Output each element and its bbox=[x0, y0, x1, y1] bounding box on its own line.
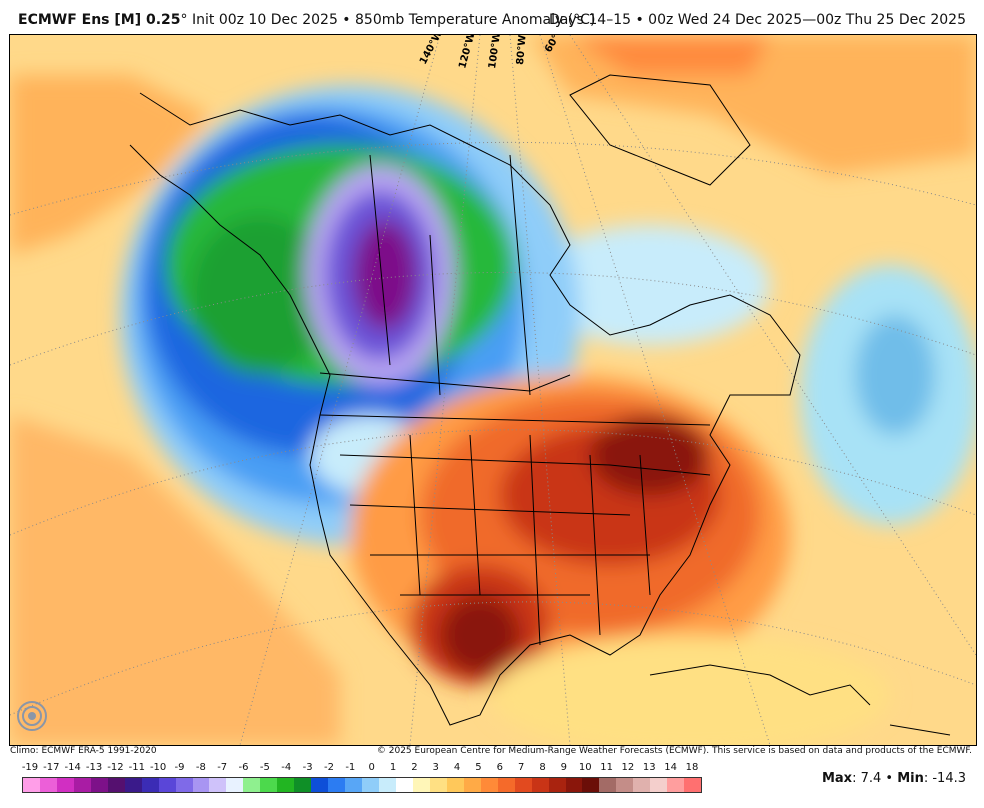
colorbar-tick-label: 11 bbox=[600, 762, 613, 773]
colorbar-swatch bbox=[480, 778, 498, 792]
colorbar-swatches bbox=[22, 777, 702, 793]
colorbar-swatch bbox=[192, 778, 210, 792]
colorbar-tick-label: -19 bbox=[21, 762, 39, 773]
colorbar-swatch bbox=[73, 778, 91, 792]
map-title: ECMWF Ens [M] 0.25° Init 00z 10 Dec 2025… bbox=[18, 12, 595, 28]
boundaries bbox=[129, 74, 951, 736]
colorbar-swatch bbox=[158, 778, 176, 792]
colorbar-swatch bbox=[650, 778, 668, 792]
colorbar-swatch bbox=[565, 778, 583, 792]
copyright-note: © 2025 European Centre for Medium-Range … bbox=[376, 746, 972, 756]
colorbar-tick-label: -17 bbox=[43, 762, 60, 773]
lon-label-80w: 80°W bbox=[515, 35, 529, 65]
model-name: ECMWF Ens [M] 0.25 bbox=[18, 12, 181, 28]
colorbar-tick-label: -11 bbox=[128, 762, 145, 773]
colorbar-swatch bbox=[362, 778, 380, 792]
colorbar-swatch bbox=[412, 778, 430, 792]
colorbar-swatch bbox=[463, 778, 481, 792]
colorbar-tick-label: -3 bbox=[302, 762, 313, 773]
colorbar-tick-label: 2 bbox=[411, 762, 418, 773]
colorbar-swatch bbox=[667, 778, 685, 792]
colorbar-tick-label: -13 bbox=[85, 762, 103, 773]
colorbar-tick-label: 9 bbox=[560, 762, 568, 773]
colorbar-swatch bbox=[124, 778, 142, 792]
climo-note: Climo: ECMWF ERA-5 1991-2020 bbox=[10, 746, 157, 756]
graticule bbox=[10, 35, 976, 745]
colorbar-tick-label: -14 bbox=[64, 762, 81, 773]
colorbar-swatch bbox=[56, 778, 74, 792]
max-label: Max bbox=[821, 771, 853, 786]
colorbar-tick-label: 18 bbox=[685, 762, 699, 773]
colorbar-swatch bbox=[226, 778, 244, 792]
anomaly-map: 140°W 120°W 100°W 80°W 60°W bbox=[9, 34, 977, 746]
colorbar-swatch bbox=[514, 778, 532, 792]
colorbar-tick-label: 12 bbox=[621, 762, 635, 773]
valid-period: Days 14–15 • 00z Wed 24 Dec 2025—00z Thu… bbox=[549, 12, 966, 28]
colorbar-tick-label: -12 bbox=[107, 762, 124, 773]
colorbar-swatch bbox=[90, 778, 108, 792]
colorbar-swatch bbox=[548, 778, 566, 792]
init-text: Init 00z 10 Dec 2025 • 850mb Temperature… bbox=[187, 12, 596, 28]
min-value: : -14.3 bbox=[923, 771, 966, 786]
colorbar-swatch bbox=[311, 778, 329, 792]
colorbar-swatch bbox=[175, 778, 193, 792]
map-canvas: 140°W 120°W 100°W 80°W 60°W bbox=[10, 35, 976, 745]
colorbar-swatch bbox=[531, 778, 549, 792]
colorbar-swatch bbox=[599, 778, 617, 792]
colorbar-tick-label: 0 bbox=[368, 762, 375, 773]
colorbar-tick-label: 6 bbox=[496, 762, 503, 773]
colorbar-tick-label: 8 bbox=[539, 762, 546, 773]
colorbar-swatch bbox=[107, 778, 125, 792]
colorbar-swatch bbox=[141, 778, 159, 792]
max-value: : 7.4 • bbox=[852, 771, 898, 786]
colorbar-tick-label: -2 bbox=[323, 762, 334, 773]
map-header: ECMWF Ens [M] 0.25° Init 00z 10 Dec 2025… bbox=[0, 0, 984, 34]
colorbar-tick-label: 1 bbox=[389, 762, 397, 773]
colorbar-tick-label: 13 bbox=[642, 762, 656, 773]
min-label: Min bbox=[897, 771, 924, 786]
colorbar-swatch bbox=[260, 778, 278, 792]
logo-mark bbox=[17, 701, 47, 731]
colorbar-tick-label: -8 bbox=[195, 762, 206, 773]
lon-label-100w: 100°W bbox=[487, 35, 503, 69]
colorbar-swatch bbox=[277, 778, 295, 792]
colorbar-labels: -19 -17 -14 -13 -12 -11 -10 -9 -8 -7 -6 -5 -4 -3 -2 -1 0… bbox=[22, 762, 702, 776]
colorbar-swatch bbox=[328, 778, 346, 792]
colorbar-tick-label: 5 bbox=[475, 762, 482, 773]
colorbar-swatch bbox=[294, 778, 312, 792]
colorbar-swatch bbox=[633, 778, 651, 792]
colorbar-tick-label: 3 bbox=[432, 762, 439, 773]
colorbar-tick-label: -10 bbox=[149, 762, 167, 773]
colorbar-swatch bbox=[582, 778, 600, 792]
colorbar-tick-label: -6 bbox=[238, 762, 249, 773]
colorbar-tick-label: 14 bbox=[664, 762, 678, 773]
colorbar-swatch bbox=[446, 778, 464, 792]
colorbar-swatch bbox=[395, 778, 413, 792]
colorbar-tick-label: -4 bbox=[281, 762, 292, 773]
weatherbell-logo bbox=[14, 698, 78, 738]
colorbar-swatch bbox=[429, 778, 447, 792]
colorbar-swatch bbox=[23, 778, 40, 792]
colorbar-swatch bbox=[616, 778, 634, 792]
colorbar-swatch bbox=[243, 778, 261, 792]
colorbar-tick-label: -9 bbox=[174, 762, 185, 773]
colorbar-swatch bbox=[345, 778, 363, 792]
anomaly-shading bbox=[10, 35, 976, 745]
colorbar-tick-label: 7 bbox=[517, 762, 525, 773]
colorbar-tick-label: -1 bbox=[345, 762, 356, 773]
degree-symbol: ° bbox=[180, 12, 188, 28]
max-min-stats: Max: 7.4 • Min: -14.3 bbox=[822, 771, 966, 786]
colorbar-swatch bbox=[684, 778, 702, 792]
colorbar-swatch bbox=[379, 778, 396, 792]
colorbar-tick-label: -7 bbox=[217, 762, 228, 773]
colorbar-swatch bbox=[39, 778, 57, 792]
colorbar-legend: -19 -17 -14 -13 -12 -11 -10 -9 -8 -7 -6 -5 -4 -3 -2 -1 0… bbox=[22, 762, 702, 802]
colorbar-tick-label: 10 bbox=[578, 762, 592, 773]
colorbar-swatch bbox=[209, 778, 227, 792]
colorbar-tick-label: 4 bbox=[453, 762, 461, 773]
colorbar-tick-label: -5 bbox=[259, 762, 270, 773]
colorbar-swatch bbox=[497, 778, 515, 792]
